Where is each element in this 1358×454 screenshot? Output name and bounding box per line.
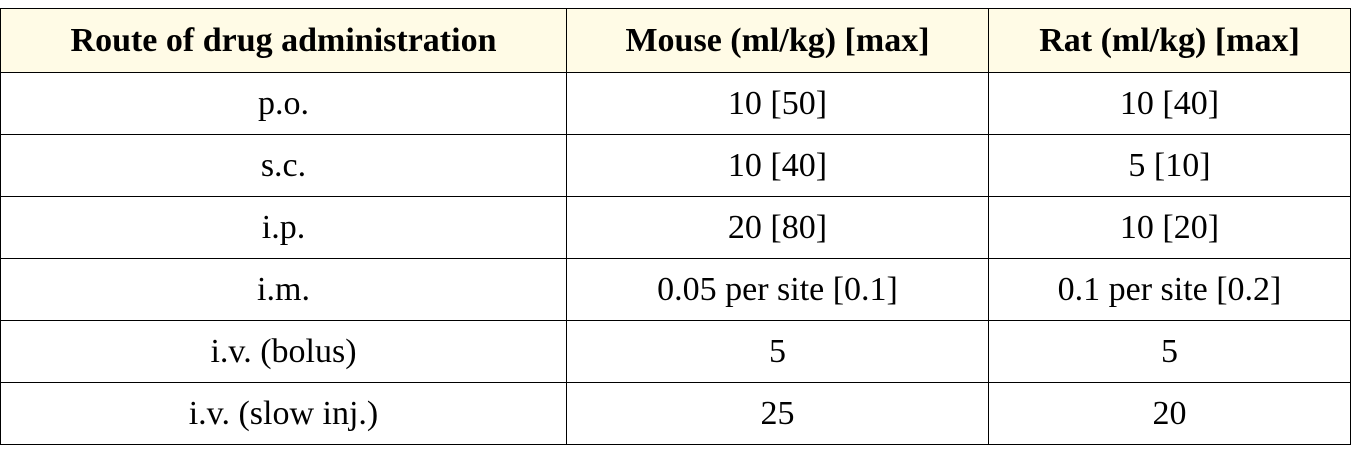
table-cell: 10 [20] xyxy=(988,196,1351,259)
table-cell: 5 [10] xyxy=(988,134,1351,197)
table-cell: p.o. xyxy=(0,72,567,135)
table: Route of drug administration Mouse (ml/kg… xyxy=(0,8,1351,445)
table-row: i.v. (slow inj.) 25 20 xyxy=(0,382,1351,445)
table-cell: i.m. xyxy=(0,258,567,321)
table-cell: 5 xyxy=(988,320,1351,383)
header-cell: Mouse (ml/kg) [max] xyxy=(566,8,989,73)
table-row: i.p. 20 [80] 10 [20] xyxy=(0,196,1351,259)
header-cell: Route of drug administration xyxy=(0,8,567,73)
table-cell: i.v. (slow inj.) xyxy=(0,382,567,445)
table-row: i.v. (bolus) 5 5 xyxy=(0,320,1351,383)
header-row: Route of drug administration Mouse (ml/kg… xyxy=(0,8,1351,73)
table-body: p.o. 10 [50] 10 [40] s.c. 10 [40] 5 [10] i.p. 2… xyxy=(0,72,1351,445)
table-cell: 0.1 per site [0.2] xyxy=(988,258,1351,321)
table-row: s.c. 10 [40] 5 [10] xyxy=(0,134,1351,197)
table-cell: i.p. xyxy=(0,196,567,259)
table-cell: 10 [40] xyxy=(566,134,989,197)
table-row: p.o. 10 [50] 10 [40] xyxy=(0,72,1351,135)
table-cell: i.v. (bolus) xyxy=(0,320,567,383)
table-row: i.m. 0.05 per site [0.1] 0.1 per site [0.2… xyxy=(0,258,1351,321)
table-cell: 10 [40] xyxy=(988,72,1351,135)
header-cell: Rat (ml/kg) [max] xyxy=(988,8,1351,73)
table-cell: 0.05 per site [0.1] xyxy=(566,258,989,321)
table-cell: 20 [80] xyxy=(566,196,989,259)
table-cell: 20 xyxy=(988,382,1351,445)
table-cell: 25 xyxy=(566,382,989,445)
table-cell: 5 xyxy=(566,320,989,383)
table-cell: 10 [50] xyxy=(566,72,989,135)
table-cell: s.c. xyxy=(0,134,567,197)
